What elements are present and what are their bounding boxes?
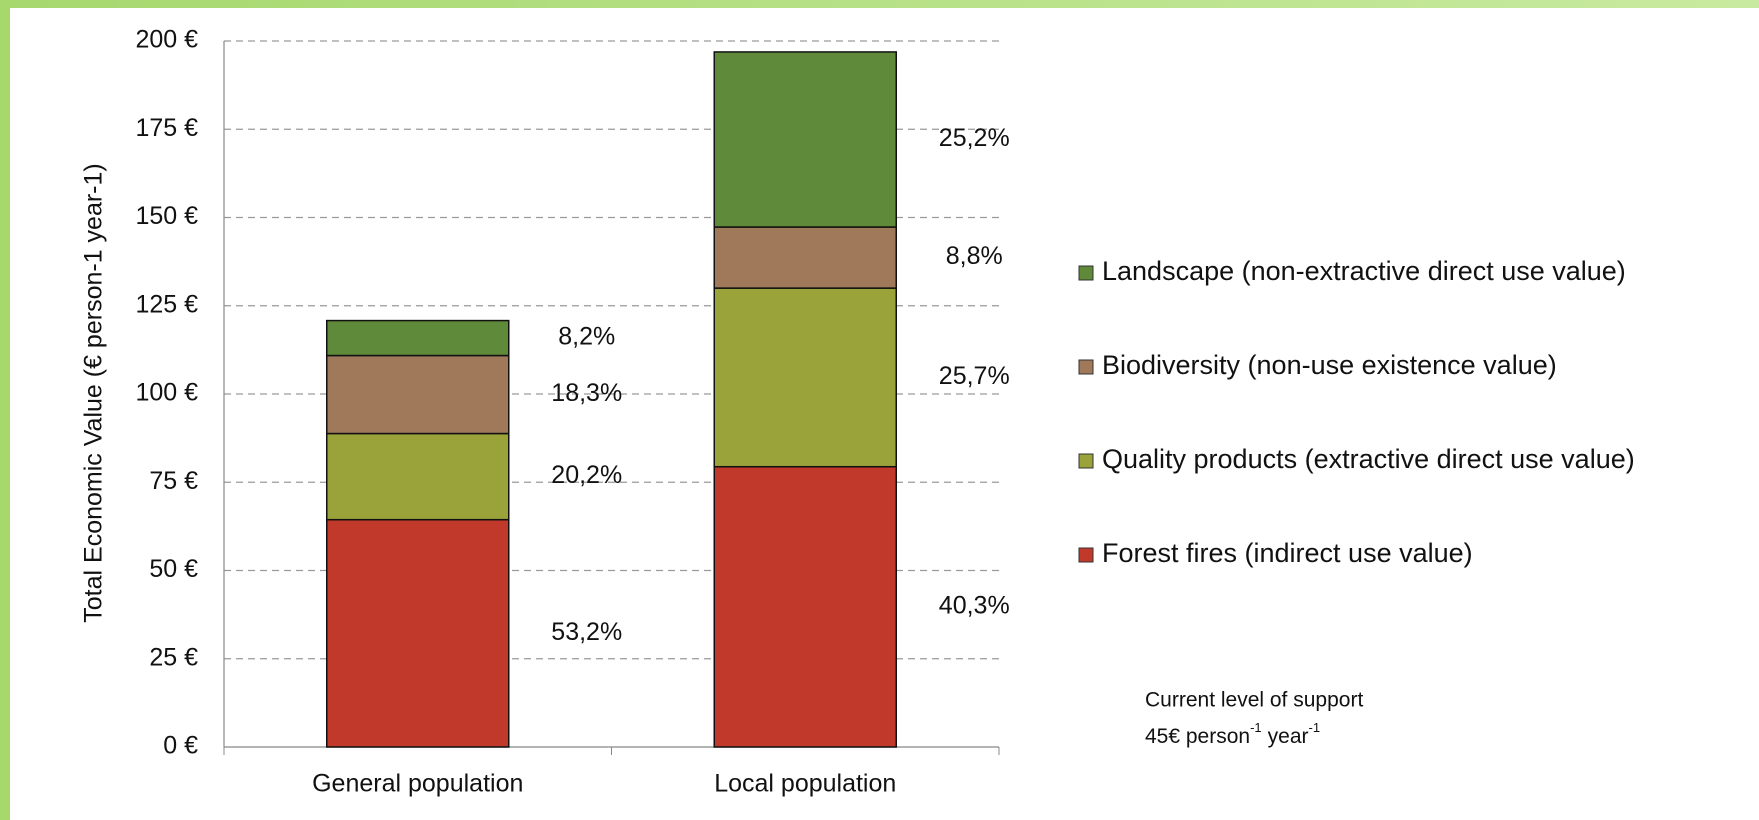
y-tick-label: 0 € [163, 732, 198, 760]
y-tick-label: 175 € [135, 114, 198, 142]
bar-segment [326, 432, 510, 521]
bar-segment [326, 319, 510, 357]
legend-label: Biodiversity (non-use existence value) [1102, 350, 1557, 380]
y-tick-label: 100 € [135, 379, 198, 407]
bar-segment [713, 51, 897, 228]
chart: Total Economic Value (€ person-1 year-1)… [10, 8, 1759, 820]
percent-label: 8,2% [558, 323, 615, 351]
percent-label: 53,2% [551, 618, 622, 646]
annotation-line2: 45€ person-1 year-1 [1145, 720, 1320, 747]
legend-swatch [1078, 265, 1094, 281]
legend-swatch [1078, 359, 1094, 375]
y-axis-title: Total Economic Value (€ person-1 year-1) [80, 163, 108, 622]
bar-segment [713, 287, 897, 468]
percent-label: 18,3% [551, 379, 622, 407]
percent-label: 40,3% [939, 591, 1010, 619]
annotation-text: 45€ person [1145, 725, 1250, 748]
bar-segment [713, 226, 897, 289]
y-tick-label: 150 € [135, 202, 198, 230]
legend-label: Landscape (non-extractive direct use val… [1102, 256, 1626, 286]
annotation-text: year [1268, 725, 1309, 748]
legend-swatch [1078, 547, 1094, 563]
x-tick-label: General population [312, 770, 523, 798]
percent-label: 20,2% [551, 461, 622, 489]
x-tick-label: Local population [714, 770, 896, 798]
annotation-sup: -1 [1250, 720, 1262, 735]
legend-swatch [1078, 453, 1094, 469]
bar-segment [326, 518, 510, 748]
percent-label: 25,7% [939, 362, 1010, 390]
percent-label: 8,8% [946, 242, 1003, 270]
y-tick-label: 125 € [135, 290, 198, 318]
percent-label: 25,2% [939, 124, 1010, 152]
legend-label: Quality products (extractive direct use … [1102, 444, 1635, 474]
bar-segment [713, 465, 897, 748]
y-tick-label: 75 € [149, 467, 198, 495]
y-tick-label: 50 € [149, 555, 198, 583]
y-tick-label: 200 € [135, 26, 198, 54]
bar-segment [326, 354, 510, 435]
annotation-line1: Current level of support [1145, 689, 1363, 712]
legend-label: Forest fires (indirect use value) [1102, 538, 1473, 568]
annotation-sup: -1 [1309, 720, 1321, 735]
y-tick-label: 25 € [149, 643, 198, 671]
